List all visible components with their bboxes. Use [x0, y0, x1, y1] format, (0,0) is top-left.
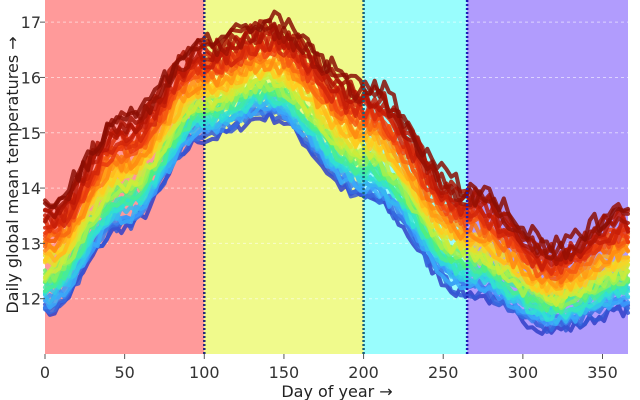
x-tick-label: 0	[40, 363, 50, 382]
y-tick-label: 15	[21, 124, 41, 143]
x-axis-ticks: 0 50 100 150 200 250 300 350	[40, 354, 618, 382]
x-tick-label: 150	[269, 363, 300, 382]
y-tick-label: 12	[21, 290, 41, 309]
series-lines	[43, 9, 630, 336]
series-line	[43, 100, 630, 327]
x-axis-title: Day of year →	[281, 382, 392, 400]
x-tick-label: 50	[114, 363, 134, 382]
x-tick-label: 300	[508, 363, 539, 382]
y-tick-label: 17	[21, 13, 41, 32]
y-axis-ticks: 12 13 14 15 16 17	[21, 13, 45, 309]
x-tick-label: 100	[189, 363, 220, 382]
y-tick-label: 13	[21, 234, 41, 253]
divider-lines	[203, 0, 469, 354]
series-line	[43, 109, 630, 336]
x-tick-label: 250	[428, 363, 459, 382]
series-line	[43, 92, 630, 322]
y-axis-title: Daily global mean temperatures →	[3, 36, 22, 313]
x-tick-label: 350	[587, 363, 618, 382]
series-line	[43, 9, 630, 254]
y-tick-label: 14	[21, 179, 41, 198]
y-tick-label: 16	[21, 68, 41, 87]
x-tick-label: 200	[348, 363, 379, 382]
series-line	[43, 20, 630, 261]
